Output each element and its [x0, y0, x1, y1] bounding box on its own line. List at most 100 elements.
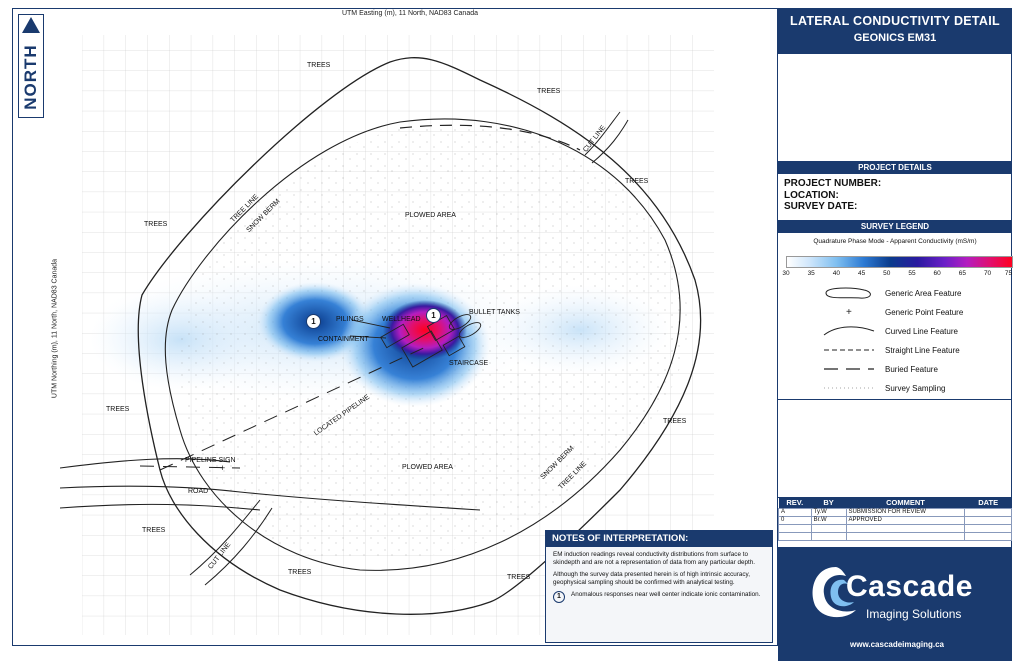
label-pilings: PILINGS — [336, 316, 364, 323]
table-row: 0 Br.W APPROVED — [778, 515, 1012, 525]
label-plowed-area-s: PLOWED AREA — [402, 464, 453, 471]
axis-left-label: UTM Northing (m), 11 North, NAD83 Canada — [51, 258, 59, 399]
title-line-2: GEONICS EM31 — [853, 32, 937, 44]
survey-sampling-icon — [824, 387, 874, 389]
label-wellhead: WELLHEAD — [382, 316, 421, 323]
legend-straight-line: Straight Line Feature — [778, 342, 1013, 358]
table-row — [778, 531, 1012, 541]
table-row — [778, 523, 1012, 533]
date-cell — [964, 515, 1012, 525]
label-containment: CONTAINMENT — [318, 336, 369, 343]
tick: 55 — [908, 270, 916, 277]
label-trees-n: TREES — [307, 62, 331, 69]
colorbar-title: Quadrature Phase Mode - Apparent Conduct… — [813, 238, 977, 245]
colorbar-ticks: 30 35 40 45 50 55 60 65 70 75 — [782, 270, 1013, 280]
logo-url[interactable]: www.cascadeimaging.ca — [850, 640, 944, 649]
company-logo: Cascade Imaging Solutions www.cascadeima… — [778, 548, 1012, 661]
label-trees-sw2: TREES — [142, 527, 166, 534]
revision-table: REV. BY COMMENT DATE A Ty.W SUBMISSION F… — [778, 498, 1012, 548]
north-arrow-icon — [22, 17, 40, 33]
rev-cell: A — [778, 507, 812, 517]
legend-survey-sampling: Survey Sampling — [778, 380, 1013, 396]
notes-paragraph-2: Although the survey data presented herei… — [553, 571, 750, 586]
label-bullet-tanks: BULLET TANKS — [469, 309, 520, 316]
table-row: A Ty.W SUBMISSION FOR REVIEW — [778, 507, 1012, 517]
area-feature-icon — [825, 287, 871, 299]
snow-berm — [164, 118, 681, 571]
label-trees-ne: TREES — [537, 88, 561, 95]
comment-cell: APPROVED — [845, 515, 966, 525]
tree-line — [137, 57, 702, 615]
pipeline-sign-point-icon: + — [220, 463, 225, 473]
located-pipeline — [159, 344, 431, 471]
project-number-label: PROJECT NUMBER: — [784, 178, 882, 189]
drawing-frame — [12, 8, 1012, 646]
legend-area-feature: Generic Area Feature — [778, 285, 1013, 301]
notes-panel: NOTES OF INTERPRETATION: EM induction re… — [545, 530, 773, 643]
location-label: LOCATION: — [784, 189, 839, 201]
label-trees-w: TREES — [144, 221, 168, 228]
label-trees-sw: TREES — [106, 406, 130, 413]
cut-line-sw — [189, 499, 261, 576]
legend-label: Straight Line Feature — [885, 346, 960, 355]
axis-top-label: UTM Easting (m), 11 North, NAD83 Canada — [341, 10, 479, 17]
survey-legend-header: SURVEY LEGEND — [778, 221, 1012, 233]
legend-point-feature: + Generic Point Feature — [778, 304, 1013, 320]
legend-label: Survey Sampling — [885, 384, 946, 393]
title-block: LATERAL CONDUCTIVITY DETAIL GEONICS EM31 — [778, 8, 1012, 54]
notes-header: NOTES OF INTERPRETATION: — [546, 531, 772, 547]
legend-label: Buried Feature — [885, 365, 938, 374]
tick: 70 — [983, 270, 992, 277]
title-line-1: LATERAL CONDUCTIVITY DETAIL — [790, 14, 1000, 28]
interpretation-marker-1[interactable]: 1 — [306, 314, 321, 329]
svg-text:+: + — [846, 307, 852, 318]
cut-line-ne-2 — [591, 119, 629, 164]
legend-buried-feature: Buried Feature — [778, 361, 1013, 377]
tick: 65 — [958, 270, 966, 277]
label-trees-e: TREES — [625, 178, 649, 185]
by-cell: Ty.W — [810, 507, 847, 517]
logo-subtitle: Imaging Solutions — [866, 607, 962, 621]
image-placeholder — [778, 54, 1012, 162]
hot-anomaly — [383, 300, 467, 360]
label-staircase: STAIRCASE — [449, 360, 489, 367]
notes-paragraph-1: EM induction readings reveal conductivit… — [553, 551, 755, 566]
label-trees-s2: TREES — [507, 574, 531, 581]
rev-header: REV. — [778, 498, 812, 508]
comment-header: COMMENT — [846, 498, 965, 508]
cut-line-ne — [584, 111, 621, 156]
straight-line-icon — [824, 349, 874, 351]
tick: 50 — [883, 270, 891, 277]
point-feature-icon: + — [846, 307, 852, 318]
road-south-2 — [60, 503, 261, 511]
tick: 45 — [857, 270, 866, 277]
tick: 30 — [782, 270, 790, 277]
road-north-edge — [60, 458, 231, 469]
conductivity-map: + 1 1 TREES TREES TREES TREES TREES TREE… — [60, 30, 722, 640]
by-header: BY — [811, 498, 847, 508]
by-cell: Br.W — [810, 515, 847, 525]
note-1: 1 Anomalous responses near well center i… — [553, 591, 765, 604]
buried-feature — [399, 124, 581, 151]
label-trees-se: TREES — [663, 418, 687, 425]
road-south-edge — [60, 485, 481, 511]
interpretation-marker-2[interactable]: 1 — [426, 308, 441, 323]
cut-line-sw-2 — [204, 507, 273, 586]
legend-label: Curved Line Feature — [885, 327, 958, 336]
colorbar — [786, 256, 1013, 268]
tick: 40 — [832, 270, 841, 277]
note-1-text: Anomalous responses near well center ind… — [571, 591, 761, 599]
wave-logo-icon — [812, 567, 856, 618]
north-arrow-box: NORTH — [18, 14, 44, 118]
label-pipeline-sign: PIPELINE SIGN — [185, 457, 236, 464]
blank-area — [778, 400, 1012, 498]
pipeline-dashed-west — [139, 465, 241, 469]
tick: 35 — [807, 270, 815, 277]
comment-cell: SUBMISSION FOR REVIEW — [845, 507, 966, 517]
north-label: NORTH — [21, 44, 40, 110]
date-header: DATE — [964, 498, 1012, 508]
date-cell — [964, 507, 1012, 517]
project-details: PROJECT NUMBER: LOCATION: SURVEY DATE: — [778, 174, 1012, 221]
label-trees-s: TREES — [288, 569, 312, 576]
survey-date-label: SURVEY DATE: — [784, 201, 858, 212]
